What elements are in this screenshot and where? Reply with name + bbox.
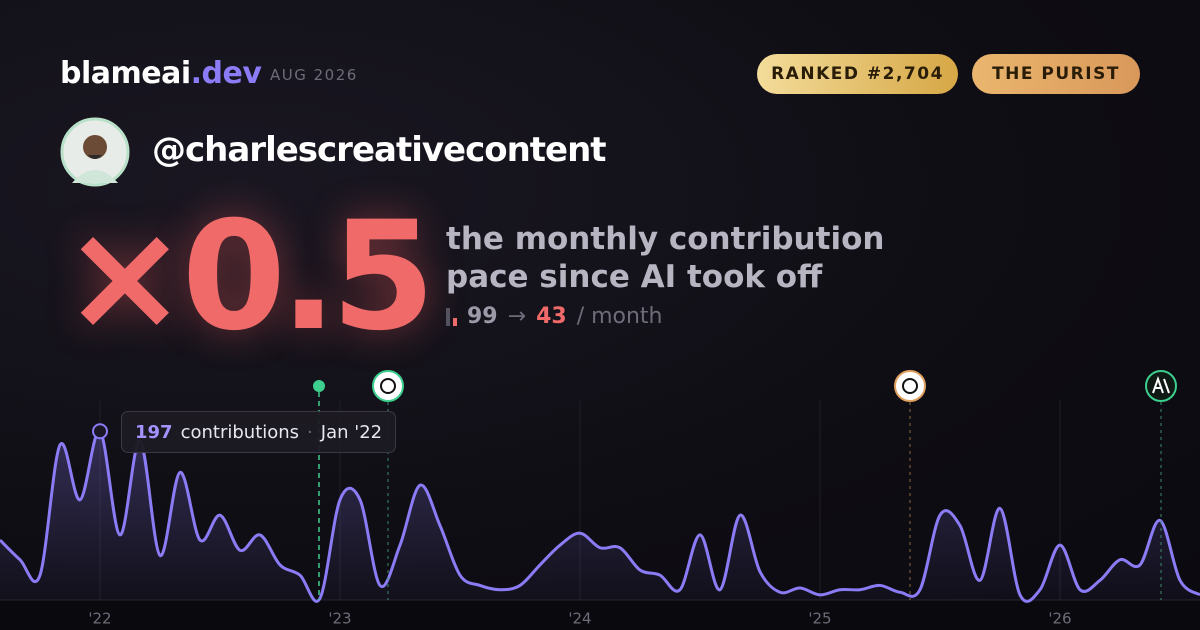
axis-band [0, 600, 1200, 630]
brand-suffix: .dev [190, 56, 262, 91]
line-area [0, 430, 1200, 602]
rank-badge: RANKED #2,704 [757, 54, 958, 94]
tooltip-date: Jan '22 [320, 421, 383, 443]
pace-before: 99 [467, 304, 498, 329]
events [313, 370, 1177, 600]
tooltip: 197 contributions · Jan '22 [121, 411, 397, 453]
event-icon-glyph [902, 378, 918, 394]
date: AUG 2026 [270, 66, 358, 84]
x-tick-label: '23 [328, 610, 351, 628]
event-icon [372, 370, 404, 402]
pace-after: 43 [536, 304, 567, 329]
pace: 99 → 43 / month [446, 304, 663, 329]
persona-badge: THE PURIST [972, 54, 1140, 94]
highlight-point [92, 423, 108, 440]
pace-arrow: → [507, 304, 527, 329]
pace-unit: / month [576, 304, 663, 329]
line [0, 429, 1200, 603]
caption: the monthly contribution pace since AI t… [446, 220, 884, 296]
tooltip-label: contributions [180, 421, 300, 443]
brand: blameai.dev [60, 56, 262, 91]
pace-icon [446, 307, 457, 326]
avatar [60, 117, 130, 187]
x-tick-label: '25 [808, 610, 831, 628]
event-icon-glyph [1152, 376, 1170, 394]
caption-line: pace since AI took off [446, 259, 823, 295]
event-icon [894, 370, 926, 402]
handle: @charlescreativecontent [152, 130, 607, 170]
event-dot [313, 380, 325, 392]
caption-line: the monthly contribution [446, 221, 885, 257]
brand-name: blameai [60, 56, 191, 91]
x-tick-label: '22 [88, 610, 111, 628]
x-tick-label: '26 [1048, 610, 1071, 628]
x-tick-label: '24 [568, 610, 591, 628]
tooltip-value: 197 [135, 421, 173, 443]
multiplier: ×0.5 [62, 190, 435, 364]
tooltip-sep: · [307, 421, 313, 443]
event-icon-glyph [380, 378, 396, 394]
